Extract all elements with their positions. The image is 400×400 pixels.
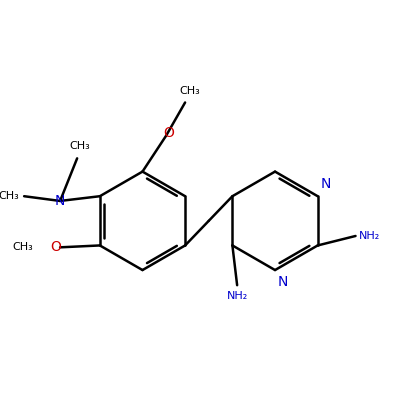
Text: N: N (278, 275, 288, 289)
Text: CH₃: CH₃ (13, 242, 34, 252)
Text: NH₂: NH₂ (358, 231, 380, 241)
Text: N: N (320, 178, 331, 192)
Text: CH₃: CH₃ (0, 191, 19, 201)
Text: O: O (50, 240, 61, 254)
Text: N: N (55, 194, 65, 208)
Text: O: O (164, 126, 174, 140)
Text: CH₃: CH₃ (180, 86, 200, 96)
Text: CH₃: CH₃ (70, 141, 90, 151)
Text: NH₂: NH₂ (226, 291, 248, 301)
